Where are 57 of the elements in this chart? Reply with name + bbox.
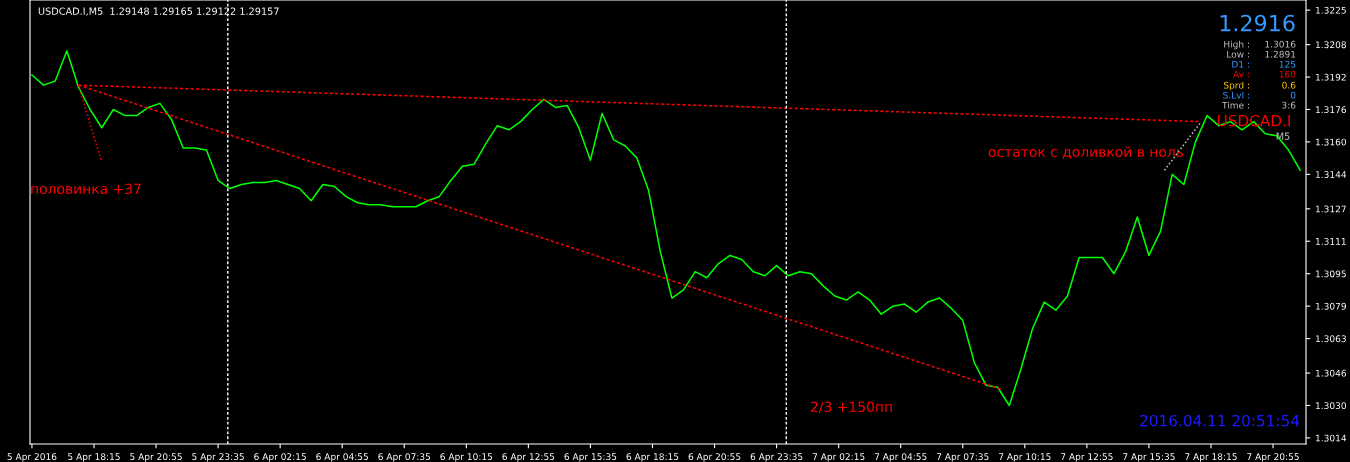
x-tick-label: 7 Apr 04:55	[874, 453, 927, 462]
annotation: S.Lvl :	[1223, 91, 1249, 99]
y-tick-label: 1.3208	[1316, 41, 1346, 49]
annotation: 1.3016	[1265, 40, 1296, 48]
x-tick-label: 6 Apr 12:55	[502, 453, 555, 462]
x-tick-label: 6 Apr 07:35	[378, 453, 431, 462]
x-tick-label: 7 Apr 02:15	[812, 453, 865, 462]
x-tick-label: 5 Apr 2016	[7, 453, 57, 462]
annotation: Av :	[1233, 70, 1249, 78]
x-tick-label: 6 Apr 18:15	[626, 453, 679, 462]
annotation: Time :	[1221, 101, 1249, 109]
annotation: 2/3 +150пп	[811, 401, 892, 414]
x-tick-label: 5 Apr 18:15	[68, 453, 120, 462]
x-tick-label: 6 Apr 20:55	[688, 453, 741, 462]
annotation: Low :	[1227, 50, 1249, 58]
y-tick-label: 1.3127	[1316, 205, 1346, 213]
annotation: 125	[1279, 60, 1296, 68]
annotation: остаток с доливкой в ноль	[988, 146, 1184, 159]
y-tick-label: 1.3225	[1316, 6, 1346, 14]
annotation: 0.6	[1282, 81, 1296, 89]
y-tick-label: 1.3111	[1316, 237, 1346, 245]
x-tick-label: 6 Apr 02:15	[254, 453, 306, 462]
annotation: Sprd :	[1223, 81, 1249, 91]
y-tick-label: 1.3063	[1316, 335, 1346, 343]
annotation: 2016.04.11 20:51:54	[1140, 414, 1300, 427]
x-tick-label: 6 Apr 10:15	[440, 453, 493, 462]
annotation: M5	[1276, 132, 1290, 140]
x-tick-label: 7 Apr 18:15	[1185, 453, 1237, 462]
y-tick-label: 1.3079	[1316, 302, 1346, 310]
y-tick-label: 1.3030	[1316, 402, 1347, 410]
annotation: High :	[1224, 40, 1249, 50]
x-tick-label: 6 Apr 04:55	[316, 453, 368, 462]
x-tick-label: 7 Apr 10:15	[999, 453, 1051, 462]
x-tick-label: 7 Apr 12:55	[1061, 453, 1113, 462]
x-tick-label: 6 Apr 23:35	[750, 453, 803, 462]
x-tick-label: 5 Apr 23:35	[192, 453, 244, 462]
y-tick-label: 1.3095	[1316, 270, 1346, 278]
y-tick-label: 1.3192	[1316, 73, 1346, 81]
x-tick-label: 7 Apr 15:35	[1123, 453, 1175, 462]
annotation: 3:6	[1282, 101, 1296, 109]
annotation: 1.2916	[1220, 14, 1295, 32]
text: USDCAD.I,M5 1.29148 1.29165 1.29122 1.29157	[38, 7, 279, 16]
x-tick-label: 6 Apr 15:35	[564, 453, 617, 462]
x-tick-label: 7 Apr 07:35	[936, 453, 989, 462]
y-tick-label: 1.3176	[1316, 106, 1347, 114]
annotation: USDCAD.I	[1217, 114, 1290, 127]
x-tick-label: 5 Apr 20:55	[130, 453, 182, 462]
annotation: 1.2891	[1265, 50, 1296, 58]
annotation: 0	[1290, 91, 1296, 99]
x-tick-label: 7 Apr 20:55	[1247, 453, 1299, 462]
y-tick-label: 1.3160	[1316, 138, 1347, 146]
y-tick-label: 1.3046	[1316, 369, 1347, 377]
y-tick-label: 1.3144	[1316, 171, 1347, 178]
annotation: половинка +37	[31, 183, 141, 195]
y-tick-label: 1.3014	[1316, 434, 1347, 442]
annotation: D1 :	[1232, 60, 1249, 68]
annotation: 160	[1279, 70, 1296, 78]
